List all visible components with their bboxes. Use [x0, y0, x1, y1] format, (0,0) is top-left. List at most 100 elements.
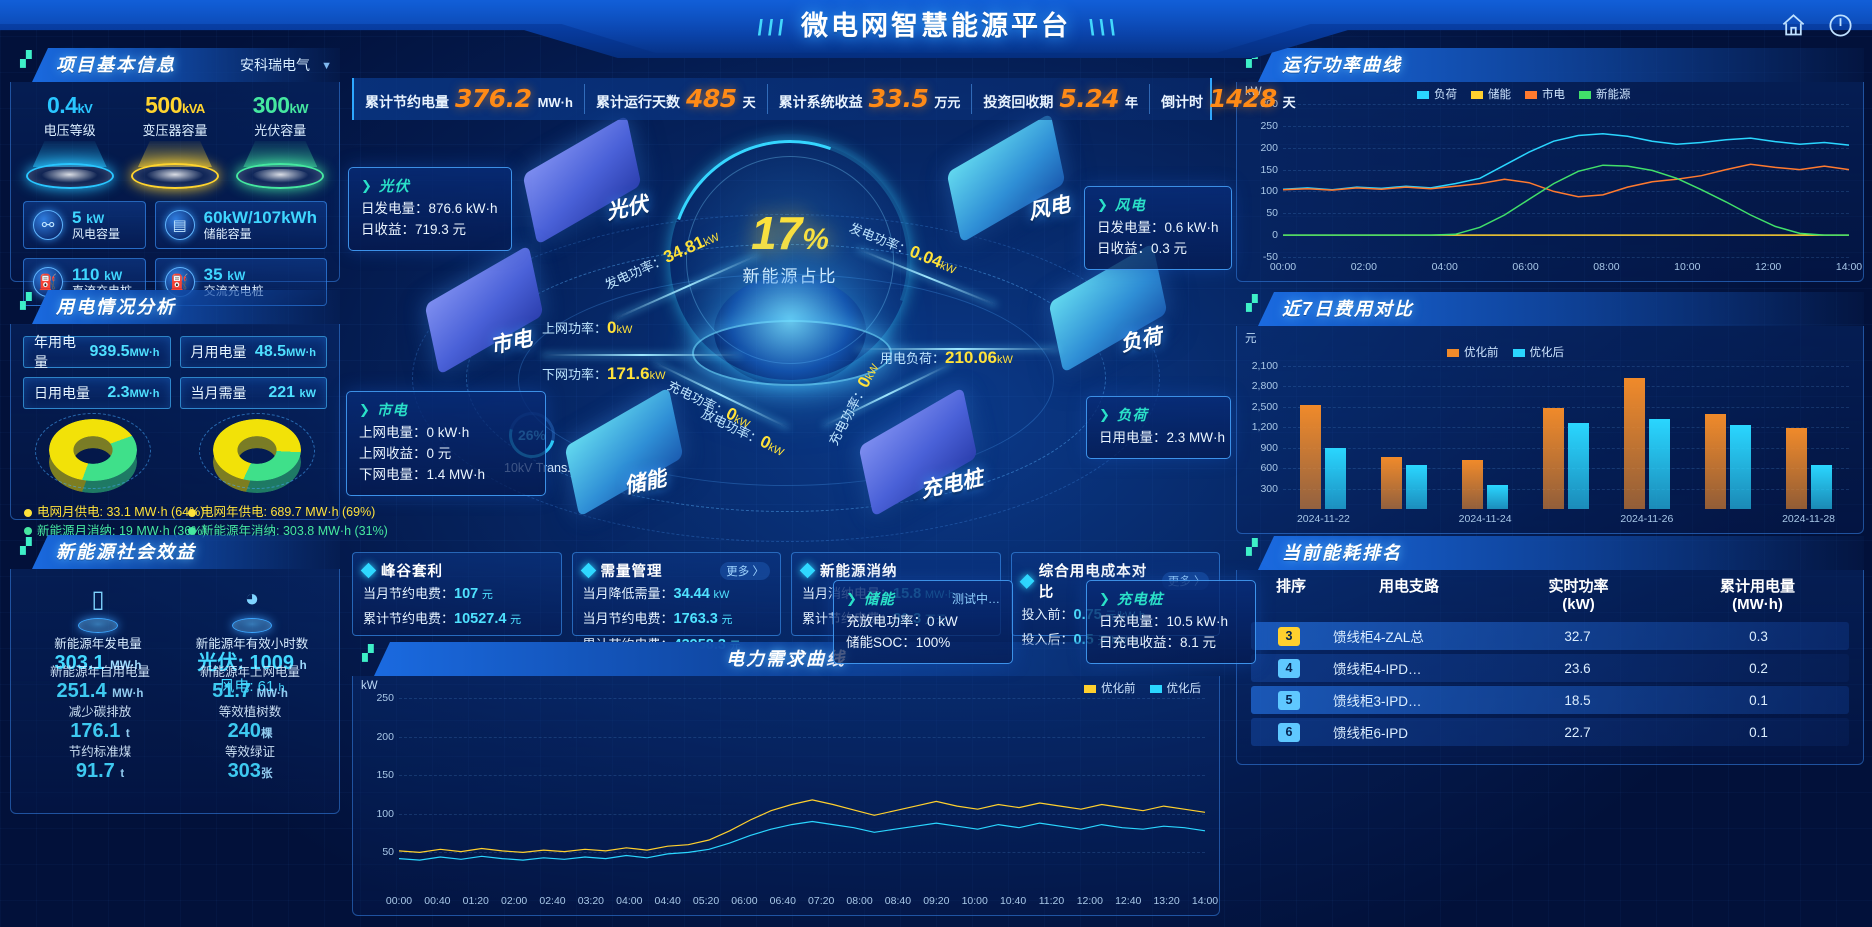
benefit-value: 51.7 [212, 680, 252, 702]
usage-grid: 年用电量 939.5MW·h 月用电量 48.5MW·h 日用电量 2.3MW·… [11, 324, 339, 409]
node-storage[interactable]: 储能 [564, 387, 684, 517]
panel-header: ▞ 用电情况分析 [10, 290, 340, 324]
title-slash-right: / / / [1085, 15, 1119, 40]
legend-item[interactable]: 负荷 [1417, 86, 1457, 102]
panel-title: 电力需求曲线 [726, 649, 846, 669]
rank-energy: 0.1 [1749, 692, 1768, 708]
kpi-bar: 累计节约电量 376.2 MW·h 累计运行天数 485 天 累计系统收益 33… [352, 78, 1296, 120]
benefit-unit: 棵 [260, 728, 273, 740]
x-axis-tick: 06:00 [1512, 261, 1539, 273]
legend-item[interactable]: 优化后 [1512, 344, 1564, 360]
panel-header: ▞ 项目基本信息 安科瑞电气 ▼ [10, 48, 340, 82]
infocard-line: 日用电量：2.3 MW·h [1099, 430, 1226, 445]
capacity-unit: kW [86, 212, 105, 227]
chart-plot: 50 100 150 200 250 00:00 00:40 01:20 02:00 02:40 0… [376, 692, 1218, 907]
gridline [399, 775, 1205, 777]
usage-unit: kW [299, 388, 317, 400]
chevron-down-icon[interactable]: ▼ [321, 60, 332, 72]
capacity-value: 60kW/107kWh [203, 208, 317, 228]
line-series [1282, 163, 1850, 198]
corner-mark-icon: ▞ [20, 293, 32, 310]
gridline [1283, 488, 1849, 490]
panel-title: 近7日费用对比 [1282, 299, 1415, 319]
bar [1462, 459, 1484, 509]
metric-unit: 元 [510, 614, 522, 627]
flow-label-value: 210.06 [945, 348, 998, 367]
chart-ylabel: 元 [1245, 333, 1257, 345]
node-grid[interactable]: 市电 [424, 245, 544, 375]
ratio-number: 17 [751, 207, 803, 259]
legend-item[interactable]: 优化后 [1149, 680, 1202, 696]
power-icon[interactable] [1827, 12, 1854, 44]
panel-energy-rank: ▞ 当前能耗排名 排序 用电支路 实时功率 (kW) 累计用电量 (MW·h) … [1236, 536, 1864, 765]
chart-plot: 300 600 900 1,200 2,500 2,800 2,100 2024-11-22 2… [1252, 360, 1849, 525]
capacity-wind: ⚯ 5 kW 风电容量 [23, 201, 146, 249]
table-row[interactable]: 3 馈线柜4-ZAL总 32.7 0.3 [1251, 622, 1849, 650]
panel-header-bar [32, 535, 340, 569]
panel-body: kW 优化前 优化后 50 100 150 200 250 00:00 00:40 01:20… [352, 676, 1220, 916]
table-row[interactable]: 4 馈线柜4-IPD… 23.6 0.2 [1251, 654, 1849, 682]
metric-value: 107 [454, 586, 479, 602]
page-title: 微电网智慧能源平台 [801, 11, 1071, 41]
x-axis-tick: 10:00 [961, 895, 988, 907]
usage-unit: MW·h [129, 347, 160, 359]
usage-box-day: 日用电量 2.3MW·h [23, 377, 171, 409]
bar [1406, 465, 1428, 509]
benefit-value: 251.4 [56, 680, 107, 702]
x-axis-tick: 09:20 [923, 895, 950, 907]
legend-label: 优化前 [1464, 347, 1499, 359]
table-row[interactable]: 5 馈线柜3-IPD… 18.5 0.1 [1251, 686, 1849, 714]
kpi-unit: 年 [1125, 95, 1139, 110]
y-axis-tick: 2,100 [1251, 360, 1278, 372]
gridline [1283, 147, 1849, 149]
infocard-badge: 测试中… [951, 592, 1000, 606]
node-pv[interactable]: 光伏 [522, 115, 650, 245]
legend-label: 负荷 [1434, 89, 1457, 101]
infocard-line: 上网电量：0 kW·h [359, 425, 470, 440]
bar [1487, 484, 1509, 509]
panel-header-bar [1258, 536, 1864, 570]
infocard-wind: ❯ 风电 日发电量：0.6 kW·h 日收益：0.3 元 [1084, 186, 1232, 270]
benefit-value: 176.1 [70, 720, 121, 742]
infocard-title: 光伏 [378, 179, 410, 195]
legend-item[interactable]: 市电 [1525, 86, 1565, 102]
x-axis-tick: 2024-11-22 [1296, 513, 1350, 525]
metric-title: 新能源消纳 [820, 564, 898, 580]
bar [1325, 447, 1347, 509]
legend-label: 优化后 [1166, 683, 1202, 695]
legend-item[interactable]: 储能 [1471, 86, 1511, 102]
gridline [1283, 125, 1849, 127]
more-button[interactable]: 更多 〉 [720, 561, 770, 580]
benefit-subunit: h [278, 682, 285, 694]
donut-chart [199, 413, 315, 503]
energy-flow-diagram: 17% 新能源占比 光伏 风电 市电 负荷 储能 充电桩 发电功率：34.81k… [346, 100, 1226, 546]
legend-item[interactable]: 优化前 [1084, 680, 1136, 696]
metric-key: 累计节约电费： [363, 611, 455, 627]
company-select-value[interactable]: 安科瑞电气 [240, 57, 310, 73]
usage-unit: MW·h [286, 347, 316, 359]
table-row[interactable]: 6 馈线柜6-IPD 22.7 0.1 [1251, 718, 1849, 746]
pedestal-disc [130, 163, 219, 189]
donut-ring [49, 419, 137, 481]
infocard-line: 日收益：0.3 元 [1097, 240, 1188, 256]
legend-item[interactable]: 新能源 [1579, 86, 1631, 102]
y-axis-tick: 0 [1272, 229, 1278, 242]
panel-body: 排序 用电支路 实时功率 (kW) 累计用电量 (MW·h) 3 馈线柜4-ZA… [1236, 570, 1864, 765]
node-wind[interactable]: 风电 [946, 113, 1072, 243]
infocard-load: ❯ 负荷 日用电量：2.3 MW·h [1086, 396, 1231, 459]
chart-ylabel: kW [361, 680, 378, 692]
legend-item[interactable]: 优化前 [1447, 344, 1499, 360]
metric-title: 综合用电成本对比 [1038, 564, 1148, 601]
benefit-value: 240 [227, 720, 261, 742]
wind-platform [946, 113, 1066, 243]
gridline [399, 813, 1205, 815]
x-axis-tick: 04:00 [616, 895, 643, 907]
y-axis-tick: 1,200 [1251, 421, 1278, 434]
metric-title: 峰谷套利 [381, 564, 443, 580]
node-load[interactable]: 负荷 [1048, 243, 1168, 373]
donut-month: 电网月供电: 33.1 MW·h (64%) 新能源月消纳: 19 MW·h (… [18, 413, 206, 541]
infocard-title: 市电 [376, 403, 408, 419]
node-charger[interactable]: 充电桩 [858, 387, 985, 517]
x-axis-tick: 06:00 [731, 895, 758, 907]
home-icon[interactable] [1780, 12, 1807, 44]
